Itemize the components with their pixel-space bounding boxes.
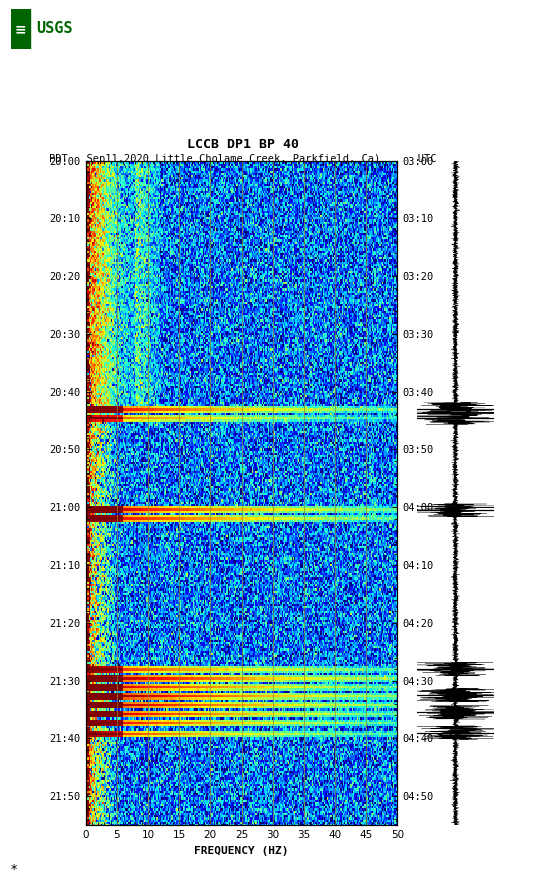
Text: PDT   Sep11,2020 Little Cholame Creek, Parkfield, Ca)      UTC: PDT Sep11,2020 Little Cholame Creek, Par… bbox=[49, 153, 437, 164]
Text: *: * bbox=[11, 863, 17, 876]
Text: ≡: ≡ bbox=[14, 22, 26, 36]
Text: USGS: USGS bbox=[36, 21, 73, 37]
Text: LCCB DP1 BP 40: LCCB DP1 BP 40 bbox=[187, 138, 299, 151]
Bar bbox=[11, 9, 30, 49]
X-axis label: FREQUENCY (HZ): FREQUENCY (HZ) bbox=[194, 846, 289, 855]
